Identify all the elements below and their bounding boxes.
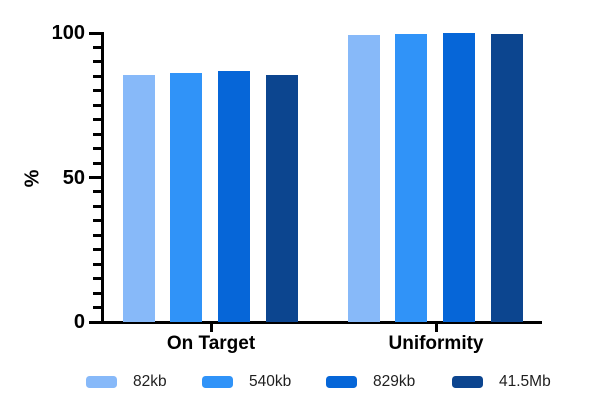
bar-540kb-on-target (170, 72, 203, 322)
y-minor-tick (93, 306, 101, 310)
legend-swatch-540kb (202, 376, 233, 388)
legend-label: 540kb (249, 373, 292, 390)
y-major-tick (89, 320, 101, 324)
y-tick-label: 50 (62, 166, 85, 189)
bar-41.5Mb-uniformity (490, 34, 523, 322)
y-minor-tick (93, 45, 101, 49)
y-minor-tick (93, 262, 101, 266)
y-major-tick (89, 176, 101, 179)
legend-swatch-829kb (326, 376, 357, 388)
y-minor-tick (93, 103, 101, 107)
y-minor-tick (93, 118, 101, 122)
y-minor-tick (93, 74, 101, 78)
y-tick-label: 100 (51, 22, 85, 44)
x-category-tick (434, 323, 438, 332)
bar-82kb-on-target (122, 74, 155, 322)
y-minor-tick (93, 233, 101, 237)
x-category-label: Uniformity (388, 333, 484, 354)
y-minor-tick (93, 204, 101, 208)
y-minor-tick (93, 89, 101, 93)
y-minor-tick (93, 291, 101, 295)
legend-label: 82kb (133, 373, 167, 390)
bar-829kb-uniformity (442, 33, 475, 322)
x-category-tick (209, 323, 213, 332)
y-minor-tick (93, 248, 101, 252)
y-minor-tick (93, 190, 101, 194)
y-major-tick (89, 31, 101, 35)
y-minor-tick (93, 161, 101, 165)
legend-item: 829kb (326, 374, 415, 390)
y-axis-line (101, 31, 104, 324)
x-axis-line (101, 320, 542, 324)
bar-540kb-uniformity (395, 33, 428, 322)
legend-swatch-82kb (86, 376, 117, 388)
y-minor-tick (93, 219, 101, 223)
legend-swatch-41.5Mb (452, 376, 483, 388)
x-category-label: On Target (166, 333, 256, 354)
legend-label: 829kb (373, 373, 416, 390)
y-tick-label: 0 (73, 311, 85, 333)
bar-82kb-uniformity (347, 34, 380, 322)
legend-item: 82kb (86, 374, 167, 390)
y-minor-tick (93, 277, 101, 281)
y-minor-tick (93, 147, 101, 151)
y-minor-tick (93, 132, 101, 136)
legend-label: 41.5Mb (499, 373, 551, 390)
bar-41.5Mb-on-target (265, 75, 298, 322)
y-minor-tick (93, 60, 101, 64)
legend-item: 41.5Mb (452, 374, 551, 390)
bar-829kb-on-target (217, 71, 250, 322)
legend-item: 540kb (202, 374, 291, 390)
